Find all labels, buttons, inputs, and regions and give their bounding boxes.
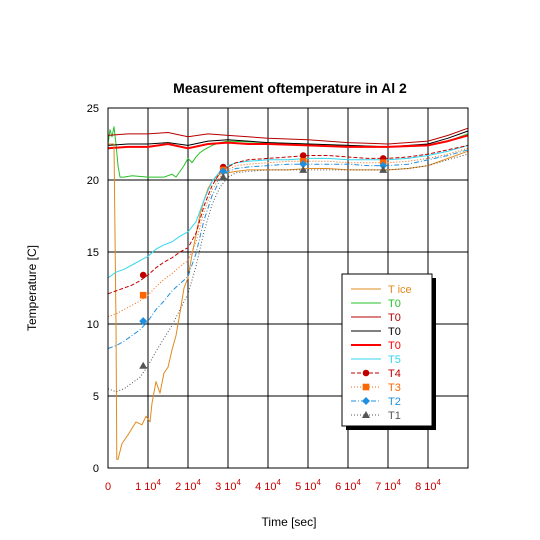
x-tick-label-3: 3 104	[215, 478, 241, 493]
y-tick-label-2: 10	[87, 319, 99, 331]
series-7-marker-0	[139, 291, 147, 299]
chart-title: Measurement oftemperature in Al 2	[173, 80, 407, 96]
x-tick-label-4: 4 104	[255, 478, 281, 493]
series-2	[107, 127, 469, 145]
series-9-marker-0	[139, 361, 148, 369]
series-9-marker-3	[379, 165, 388, 173]
series-line-3	[107, 130, 469, 148]
series-4	[107, 134, 469, 150]
y-tick-label-1: 5	[93, 391, 99, 403]
x-tick-label-8: 8 104	[415, 478, 441, 493]
series-8-marker-2	[299, 160, 308, 169]
series-line-0	[108, 143, 469, 460]
x-axis-label: Time [sec]	[262, 515, 317, 529]
legend-label-9: T1	[388, 410, 401, 422]
y-tick-label-5: 25	[87, 103, 99, 115]
x-tick-labels: 0 1 104 2 104 3 104 4 104 5 104 6 104 7 104 8 10…	[105, 478, 442, 493]
series-line-2	[107, 127, 469, 145]
y-tick-label-4: 20	[87, 175, 99, 187]
y-tick-label-0: 0	[93, 463, 99, 475]
series-5	[107, 144, 469, 279]
series-9-marker-2	[299, 165, 308, 173]
series-8-marker-1	[219, 167, 228, 176]
legend-label-6: T4	[388, 368, 401, 380]
y-tick-label-3: 15	[87, 247, 99, 259]
legend-label-8: T2	[388, 396, 401, 408]
x-tick-label-2: 2 104	[175, 478, 201, 493]
x-tick-label-1: 1 104	[135, 478, 161, 493]
legend-box	[341, 273, 433, 427]
legend-marker-7	[362, 383, 370, 391]
x-tick-label-7: 7 104	[375, 478, 401, 493]
legend-label-3: T0	[388, 326, 401, 338]
series-3	[107, 130, 469, 148]
series-6-marker-2	[299, 152, 307, 159]
x-tick-label-5: 5 104	[295, 478, 321, 493]
series-layer	[107, 126, 469, 460]
series-6-marker-0	[139, 271, 147, 279]
series-8-marker-3	[379, 161, 388, 170]
series-line-5	[107, 144, 469, 279]
legend-label-5: T5	[388, 354, 401, 366]
legend: T ice T0 T0 T0 T0 T5 T4 T3 T2 T1	[341, 273, 436, 430]
legend-marker-8	[362, 397, 370, 405]
x-tick-label-6: 6 104	[335, 478, 361, 493]
plot-frame	[107, 107, 469, 469]
series-0	[108, 143, 469, 460]
series-9-marker-1	[219, 173, 228, 181]
x-tick-label-0: 0	[105, 481, 111, 493]
y-tick-labels: 0 5 10 15 20 25	[87, 103, 99, 475]
series-8-marker-0	[139, 317, 148, 326]
legend-marker-9	[362, 411, 370, 418]
legend-label-4: T0	[388, 340, 401, 352]
legend-label-7: T3	[388, 382, 401, 394]
legend-marker-6	[362, 369, 370, 377]
series-9	[107, 153, 469, 393]
legend-label-0: T ice	[388, 284, 412, 296]
series-line-4	[107, 134, 469, 150]
legend-label-1: T0	[388, 298, 401, 310]
y-axis-label: Temperature [C]	[25, 245, 39, 331]
series-line-9	[107, 153, 469, 393]
legend-label-2: T0	[388, 312, 401, 324]
